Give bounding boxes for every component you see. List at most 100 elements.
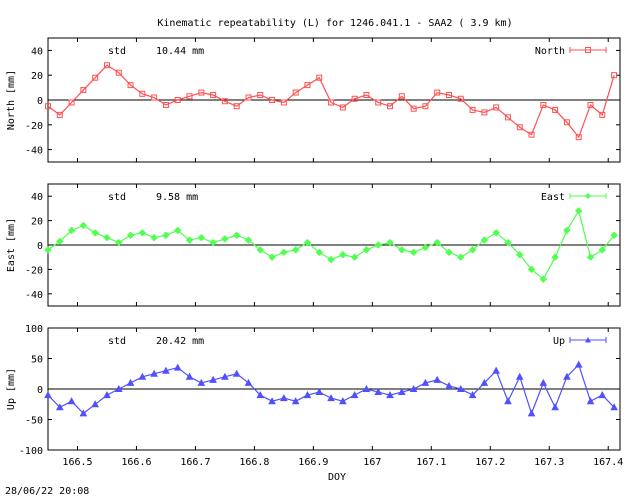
series-line xyxy=(47,64,615,139)
data-point xyxy=(422,103,429,110)
data-point xyxy=(563,119,570,126)
data-point xyxy=(173,363,182,371)
north-panel: -40 -20 0 20 40 North [mm] std 10.44 mm North xyxy=(6,37,621,163)
data-point xyxy=(610,231,618,239)
data-point xyxy=(433,375,442,383)
data-point xyxy=(197,233,206,242)
legend-marker xyxy=(585,193,591,199)
data-point xyxy=(162,366,170,374)
data-point xyxy=(232,231,241,239)
y-tick-label: 0 xyxy=(37,96,43,107)
data-point xyxy=(79,409,88,417)
data-point xyxy=(421,243,430,252)
data-point xyxy=(551,403,559,411)
data-point xyxy=(339,251,347,259)
data-point xyxy=(68,99,75,106)
data-point xyxy=(421,378,430,386)
data-point xyxy=(398,93,405,100)
data-point xyxy=(445,381,453,389)
data-point xyxy=(45,103,51,110)
data-point xyxy=(186,93,193,100)
data-point xyxy=(126,231,135,239)
y-tick-label: 20 xyxy=(31,71,43,82)
data-point xyxy=(527,409,536,417)
x-tick-label: 166.7 xyxy=(180,457,210,468)
data-point xyxy=(56,111,63,118)
x-tick-label: 167.1 xyxy=(416,457,446,468)
x-tick-label: 166.8 xyxy=(239,457,269,468)
std-value: 20.42 mm xyxy=(156,336,204,347)
data-point xyxy=(197,378,206,386)
data-point xyxy=(232,369,241,377)
data-point xyxy=(563,372,571,380)
data-point xyxy=(315,248,323,257)
data-point xyxy=(185,236,194,244)
data-point xyxy=(114,384,123,392)
std-label: std xyxy=(108,192,126,203)
data-point xyxy=(44,246,52,254)
data-point xyxy=(103,233,111,242)
x-tick-label: 166.9 xyxy=(298,457,328,468)
y-axis-label: Up [mm] xyxy=(6,368,17,410)
std-label: std xyxy=(108,46,126,57)
data-point xyxy=(268,397,276,405)
data-point xyxy=(350,253,359,261)
data-point xyxy=(162,231,170,239)
data-point xyxy=(103,62,110,69)
data-point xyxy=(351,95,358,102)
data-point xyxy=(209,238,217,247)
y-tick-label: 40 xyxy=(31,192,43,203)
legend-label: North xyxy=(535,46,565,57)
data-point xyxy=(468,391,477,399)
data-point xyxy=(126,378,135,386)
y-tick-label: -40 xyxy=(25,146,43,157)
data-point xyxy=(67,226,76,235)
data-point xyxy=(328,99,335,106)
data-point xyxy=(539,275,548,283)
chart-title: Kinematic repeatability (L) for 1246.041… xyxy=(157,18,512,29)
data-point xyxy=(586,397,595,405)
x-tick-label: 166.5 xyxy=(62,457,92,468)
data-point xyxy=(138,372,147,380)
y-tick-label: 100 xyxy=(25,324,43,335)
data-point xyxy=(492,366,501,374)
x-tick-label: 167.2 xyxy=(475,457,505,468)
data-point xyxy=(233,103,240,110)
data-point xyxy=(350,391,359,399)
data-point xyxy=(410,105,417,112)
x-axis-label: DOY xyxy=(328,472,346,483)
data-point xyxy=(433,238,441,247)
data-point xyxy=(587,101,594,108)
data-point xyxy=(55,403,64,411)
data-point xyxy=(539,378,548,386)
std-value: 10.44 mm xyxy=(156,46,204,57)
std-label: std xyxy=(108,336,126,347)
data-point xyxy=(528,131,535,138)
data-point xyxy=(327,394,335,402)
data-point xyxy=(327,255,335,264)
data-point xyxy=(174,97,181,103)
data-point xyxy=(339,397,347,405)
data-point xyxy=(244,378,253,386)
data-point xyxy=(257,92,264,99)
data-point xyxy=(315,388,324,396)
y-tick-label: -20 xyxy=(25,265,43,276)
data-point xyxy=(79,221,88,230)
data-point xyxy=(610,403,618,411)
data-point xyxy=(244,236,253,244)
data-point xyxy=(363,92,370,99)
data-point xyxy=(575,134,582,141)
data-point xyxy=(552,106,559,113)
data-point xyxy=(375,99,382,106)
y-axis-label: North [mm] xyxy=(6,70,17,130)
data-point xyxy=(162,101,169,108)
y-axis-label: East [mm] xyxy=(6,218,17,272)
data-point xyxy=(150,369,158,377)
x-tick-label: 167.4 xyxy=(593,457,623,468)
data-point xyxy=(103,391,111,399)
data-point xyxy=(292,89,299,96)
legend-label: East xyxy=(541,192,565,203)
y-tick-label: 40 xyxy=(31,46,43,57)
data-point xyxy=(362,384,371,392)
y-tick-label: 0 xyxy=(37,241,43,252)
